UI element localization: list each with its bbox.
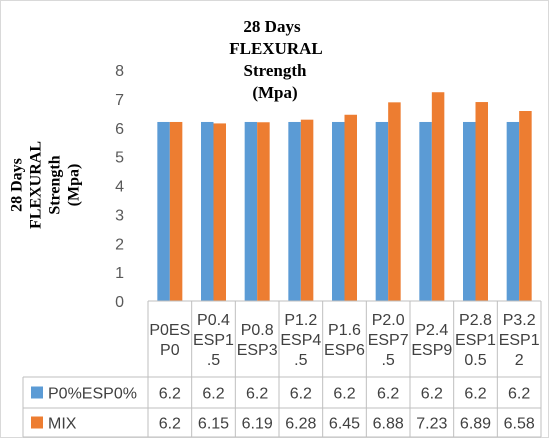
y-tick-label: 1 (115, 265, 124, 282)
table-value: 6.45 (329, 416, 360, 433)
bar-baseline (244, 121, 258, 301)
legend-series-name: P0%ESP0% (48, 386, 137, 403)
y-tick-label: 2 (115, 236, 124, 253)
table-value: 6.19 (242, 416, 273, 433)
category-label: P2.0 (372, 312, 405, 329)
table-value: 7.23 (416, 416, 447, 433)
bar-baseline (157, 121, 170, 301)
title-line: 28 Days (243, 17, 301, 36)
y-axis-ticks: 0 1 2 3 4 5 6 7 8 (115, 63, 124, 311)
table-value: 6.2 (290, 386, 312, 403)
legend-swatch (31, 386, 43, 399)
legend-series-name: MIX (48, 416, 77, 433)
y-tick-label: 4 (115, 179, 124, 196)
bar-mix (257, 122, 270, 301)
y-tick-label: 7 (115, 92, 124, 109)
category-label: .5 (294, 352, 307, 369)
bar-baseline (375, 121, 389, 301)
category-label: P1.6 (328, 322, 361, 339)
bar-mix (300, 119, 314, 301)
bar-mix (169, 121, 183, 301)
category-label: P1.2 (284, 312, 317, 329)
table-value: 6.2 (333, 386, 355, 403)
table-value: 6.2 (159, 386, 181, 403)
bars (157, 92, 532, 302)
category-label: .5 (381, 352, 394, 369)
legend-swatch (31, 416, 43, 429)
y-label-line: (Mpa) (66, 164, 83, 207)
table-value: 6.2 (246, 386, 268, 403)
category-label: 2 (515, 352, 524, 369)
title-line: Strength (244, 61, 308, 80)
category-label: ESP4 (280, 332, 321, 349)
table-value: 6.89 (460, 416, 491, 433)
table-value: 6.28 (285, 416, 316, 433)
y-tick-label: 5 (115, 150, 124, 167)
y-label-line: Strength (47, 155, 64, 214)
title-line: FLEXURAL (229, 39, 323, 58)
category-label: P0.4 (197, 312, 230, 329)
bar-mix (519, 111, 532, 301)
chart-title: 28 Days FLEXURAL Strength (Mpa) (229, 17, 323, 102)
y-label-line: 28 Days (9, 158, 26, 212)
category-label: 0.5 (464, 352, 486, 369)
y-axis-label: 28 Days FLEXURAL Strength (Mpa) (9, 141, 83, 229)
table-value: 6.88 (373, 416, 404, 433)
category-label: ESP9 (411, 342, 452, 359)
table-value: 6.2 (377, 386, 399, 403)
table-value: 6.2 (464, 386, 486, 403)
bar-baseline (288, 121, 301, 301)
category-label: ESP7 (368, 332, 409, 349)
category-label: ESP3 (237, 342, 278, 359)
category-label: P0 (160, 342, 180, 359)
category-label: P3.2 (503, 312, 536, 329)
category-label: ESP1 (499, 332, 540, 349)
category-label: .5 (207, 352, 220, 369)
category-label: ESP6 (324, 342, 365, 359)
bar-mix (431, 92, 445, 301)
bar-baseline (419, 121, 432, 301)
bar-mix (344, 114, 357, 301)
table-value: 6.2 (159, 416, 181, 433)
category-label: P0.8 (241, 322, 274, 339)
bar-baseline (463, 121, 476, 301)
table-value: 6.2 (508, 386, 530, 403)
bar-mix (213, 123, 226, 301)
category-label: P0ES (149, 322, 190, 339)
y-tick-label: 8 (115, 63, 124, 80)
table-value: 6.15 (198, 416, 229, 433)
bar-mix (475, 102, 488, 302)
category-label: P2.4 (415, 322, 448, 339)
bar-baseline (506, 121, 520, 301)
category-label: ESP1 (455, 332, 496, 349)
data-table: P0ES P0 P0.4 ESP1 .5 P0.8 ESP3 P1.2 ESP4 .5 P1.6 ES… (22, 300, 542, 438)
y-tick-label: 3 (115, 207, 124, 224)
table-value: 6.2 (202, 386, 224, 403)
bar-baseline (332, 121, 345, 301)
y-tick-label: 6 (115, 121, 124, 138)
title-line: (Mpa) (252, 83, 297, 102)
table-value: 6.2 (421, 386, 443, 403)
category-label: ESP1 (193, 332, 234, 349)
y-tick-label: 0 (115, 294, 124, 311)
table-value: 6.58 (504, 416, 535, 433)
bar-baseline (201, 121, 214, 301)
bar-mix (388, 102, 401, 301)
category-label: P2.8 (459, 312, 492, 329)
y-label-line: FLEXURAL (28, 141, 45, 229)
